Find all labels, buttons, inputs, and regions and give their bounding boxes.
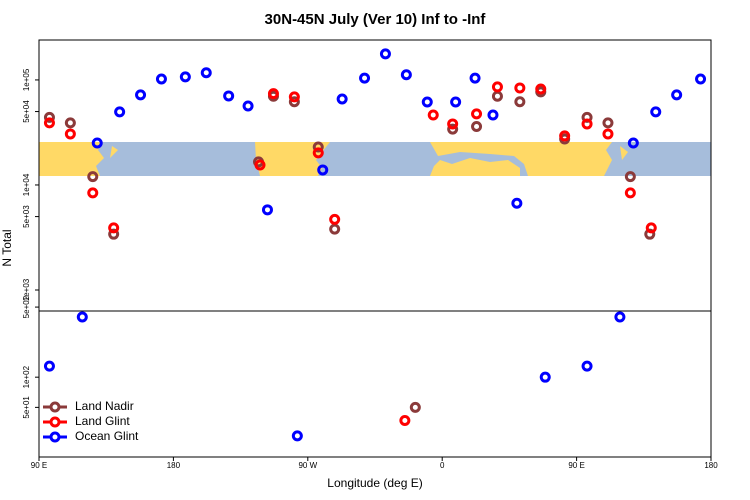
land-america bbox=[255, 142, 330, 176]
point bbox=[447, 118, 459, 130]
legend-marker bbox=[49, 401, 61, 413]
legend-label: Land Nadir bbox=[75, 399, 134, 413]
point bbox=[471, 108, 483, 120]
plot-frame bbox=[38, 39, 712, 458]
point bbox=[43, 360, 55, 372]
point bbox=[400, 69, 412, 81]
point bbox=[242, 100, 254, 112]
point bbox=[471, 121, 483, 133]
point bbox=[602, 128, 614, 140]
x-tick-label: 90 E bbox=[31, 461, 47, 470]
point bbox=[288, 91, 300, 103]
point bbox=[43, 111, 55, 123]
point bbox=[179, 71, 191, 83]
point bbox=[312, 141, 324, 153]
map-band bbox=[39, 142, 711, 176]
point bbox=[200, 67, 212, 79]
point bbox=[627, 137, 639, 149]
point bbox=[450, 96, 462, 108]
point bbox=[359, 72, 371, 84]
x-tick-label: 90 E bbox=[568, 461, 584, 470]
x-axis-label: Longitude (deg E) bbox=[327, 476, 422, 490]
y-tick-label: 5e+03 bbox=[22, 205, 31, 228]
point bbox=[312, 147, 324, 159]
point bbox=[491, 81, 503, 93]
point bbox=[43, 117, 55, 129]
point bbox=[336, 93, 348, 105]
y-tick-label: 1e+03 bbox=[22, 278, 31, 301]
point bbox=[427, 109, 439, 121]
point bbox=[108, 228, 120, 240]
legend-label: Land Glint bbox=[75, 414, 130, 428]
x-tick-label: 0 bbox=[440, 461, 445, 470]
land-asia bbox=[39, 142, 104, 176]
point bbox=[535, 83, 547, 95]
point bbox=[317, 164, 329, 176]
point bbox=[223, 90, 235, 102]
point bbox=[491, 90, 503, 102]
point bbox=[409, 401, 421, 413]
land-eurasia bbox=[430, 142, 612, 176]
point bbox=[155, 73, 167, 85]
point bbox=[487, 109, 499, 121]
land-japan bbox=[620, 146, 628, 160]
point bbox=[624, 171, 636, 183]
y-tick-label: 5e+02 bbox=[22, 295, 31, 318]
point bbox=[91, 137, 103, 149]
y-axis-label: N Total bbox=[0, 229, 14, 266]
y-tick-label: 1e+04 bbox=[22, 173, 31, 196]
legend-marker bbox=[49, 431, 61, 443]
y-tick-label: 5e+04 bbox=[22, 100, 31, 123]
y-tick-label: 1e+02 bbox=[22, 365, 31, 388]
point bbox=[76, 311, 88, 323]
point bbox=[64, 117, 76, 129]
point bbox=[329, 213, 341, 225]
point bbox=[514, 82, 526, 94]
point bbox=[602, 117, 614, 129]
y-tick-label: 1e+05 bbox=[22, 68, 31, 91]
point bbox=[645, 222, 657, 234]
point bbox=[650, 106, 662, 118]
point bbox=[421, 96, 433, 108]
point bbox=[261, 204, 273, 216]
point bbox=[114, 106, 126, 118]
point bbox=[64, 128, 76, 140]
chart-title: 30N-45N July (Ver 10) Inf to -Inf bbox=[265, 11, 487, 28]
point bbox=[291, 430, 303, 442]
point bbox=[539, 371, 551, 383]
x-tick-label: 90 W bbox=[298, 461, 317, 470]
y-tick-label: 5e+01 bbox=[22, 396, 31, 419]
point bbox=[87, 187, 99, 199]
legend-marker bbox=[49, 416, 61, 428]
x-tick-label: 180 bbox=[167, 461, 181, 470]
point bbox=[514, 96, 526, 108]
x-tick-label: 180 bbox=[704, 461, 718, 470]
point bbox=[288, 96, 300, 108]
point bbox=[624, 187, 636, 199]
point bbox=[379, 48, 391, 60]
point bbox=[447, 123, 459, 135]
point bbox=[267, 88, 279, 100]
point bbox=[87, 171, 99, 183]
point bbox=[254, 159, 266, 171]
point bbox=[614, 311, 626, 323]
point bbox=[329, 223, 341, 235]
point bbox=[559, 130, 571, 142]
point bbox=[469, 72, 481, 84]
point bbox=[399, 414, 411, 426]
point bbox=[135, 89, 147, 101]
land-japan bbox=[110, 146, 118, 158]
point bbox=[695, 73, 707, 85]
point bbox=[108, 222, 120, 234]
point bbox=[511, 197, 523, 209]
point bbox=[581, 360, 593, 372]
legend-label: Ocean Glint bbox=[75, 429, 139, 443]
point bbox=[581, 118, 593, 130]
point bbox=[671, 89, 683, 101]
